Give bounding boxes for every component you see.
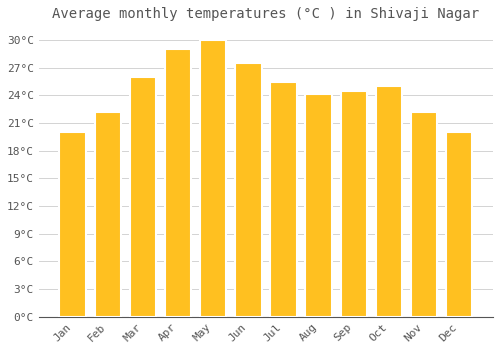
Bar <box>376 86 402 317</box>
Bar <box>235 63 262 317</box>
Bar <box>200 40 226 317</box>
Bar <box>446 132 472 317</box>
Bar <box>411 112 438 317</box>
Bar <box>94 112 121 317</box>
Bar <box>340 91 367 317</box>
Bar <box>130 77 156 317</box>
Bar <box>165 49 191 317</box>
Bar <box>60 132 86 317</box>
Bar <box>306 93 332 317</box>
Bar <box>270 82 296 317</box>
Title: Average monthly temperatures (°C ) in Shivaji Nagar: Average monthly temperatures (°C ) in Sh… <box>52 7 480 21</box>
